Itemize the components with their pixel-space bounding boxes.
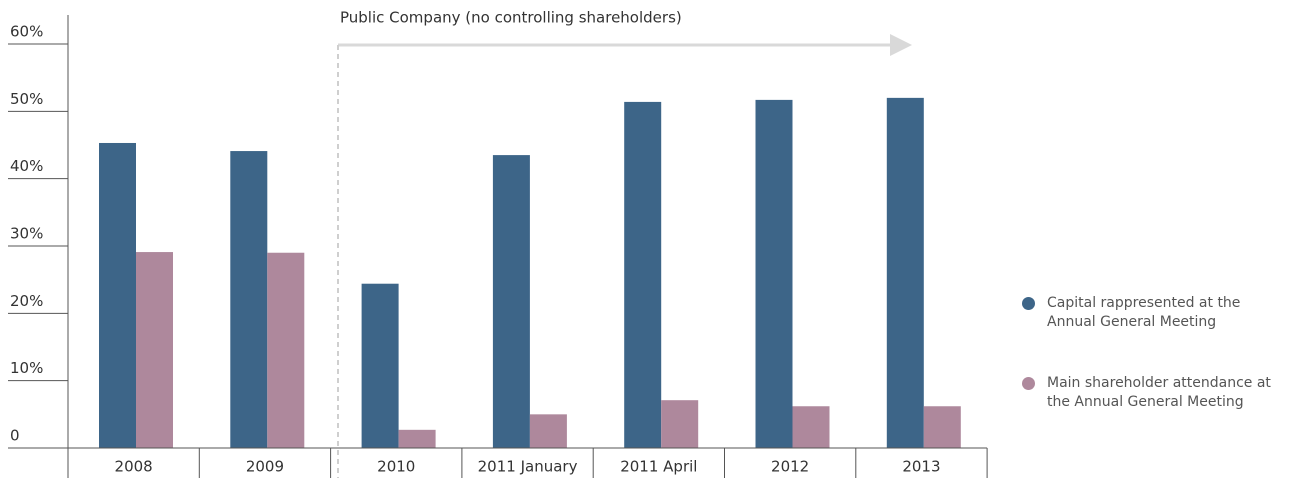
x-tick-label: 2011 April [620, 458, 697, 476]
bar [230, 151, 268, 448]
x-tick-label: 2012 [771, 458, 809, 476]
y-tick-label: 30% [10, 225, 43, 243]
y-tick-label: 20% [10, 292, 43, 310]
bar [361, 283, 399, 448]
legend-label: Main shareholder attendance at the Annua… [1047, 375, 1271, 410]
x-tick-label: 2011 January [478, 458, 578, 476]
y-tick-label: 40% [10, 157, 43, 175]
bar [398, 429, 436, 448]
bar [886, 97, 924, 448]
legend-item: Capital rappresented at the Annual Gener… [1022, 294, 1282, 332]
legend-swatch [1022, 377, 1035, 390]
y-tick-label: 10% [10, 359, 43, 377]
x-tick-label: 2010 [377, 458, 415, 476]
legend-label: Capital rappresented at the Annual Gener… [1047, 295, 1241, 330]
legend-swatch [1022, 297, 1035, 310]
bar [792, 406, 830, 448]
bar [267, 252, 305, 448]
bar [99, 142, 136, 449]
bar [529, 414, 567, 448]
bar [136, 252, 173, 448]
bar [624, 101, 662, 448]
y-tick-label: 60% [10, 23, 43, 41]
arrow-head [890, 34, 912, 56]
y-tick-label: 50% [10, 90, 43, 108]
x-tick-label: 2009 [246, 458, 284, 476]
y-tick-label: 0 [10, 427, 20, 445]
bar [661, 400, 699, 448]
bar [492, 155, 530, 448]
bar [755, 99, 793, 449]
x-tick-label: 2008 [115, 458, 153, 476]
annotation: Public Company (no controlling sharehold… [340, 9, 682, 27]
x-tick-label: 2013 [902, 458, 940, 476]
bar [923, 406, 961, 448]
legend-item: Main shareholder attendance at the Annua… [1022, 374, 1282, 412]
